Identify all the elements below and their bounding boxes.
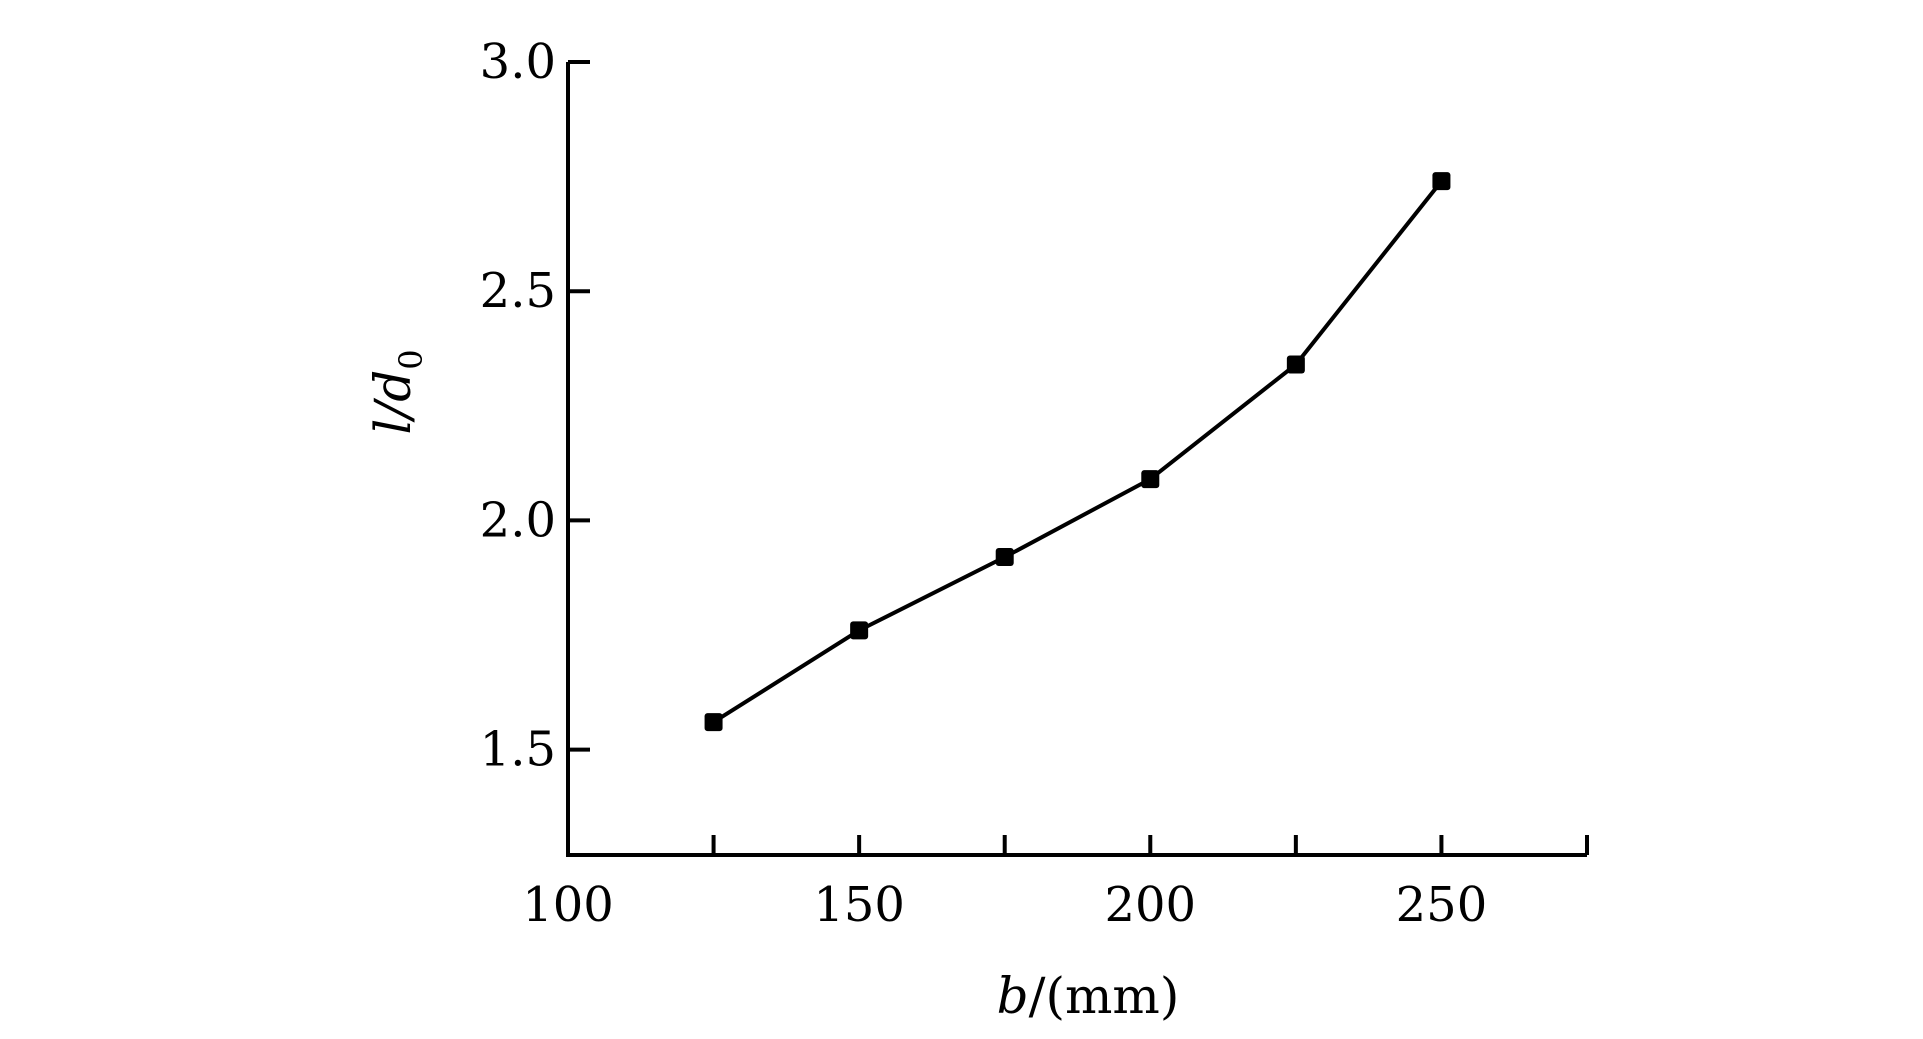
markers	[704, 172, 1451, 732]
y-tick-label: 2.0	[480, 492, 556, 548]
series-layer	[712, 179, 1443, 724]
axes	[566, 62, 1587, 857]
x-tick-label: 150	[813, 877, 905, 933]
x-tick-label: 100	[522, 877, 614, 933]
y-tick-label: 1.5	[480, 722, 556, 778]
y-axis-title: l/d0	[364, 349, 430, 434]
x-axis-title: b/(mm)	[997, 967, 1180, 1025]
series-line	[712, 179, 1443, 724]
data-point	[995, 548, 1014, 567]
ticks	[568, 60, 1589, 855]
x-tick-label: 250	[1396, 877, 1488, 933]
data-point	[1432, 172, 1451, 191]
data-point	[704, 713, 723, 732]
y-tick-label: 3.0	[480, 34, 556, 90]
data-point	[1286, 355, 1305, 374]
tick-labels: 1.5 2.0 2.5 3.0 100 150 200 250	[480, 34, 1488, 933]
y-tick-label: 2.5	[480, 263, 556, 319]
data-point	[850, 621, 869, 640]
x-tick-label: 200	[1104, 877, 1196, 933]
data-point	[1141, 470, 1160, 489]
